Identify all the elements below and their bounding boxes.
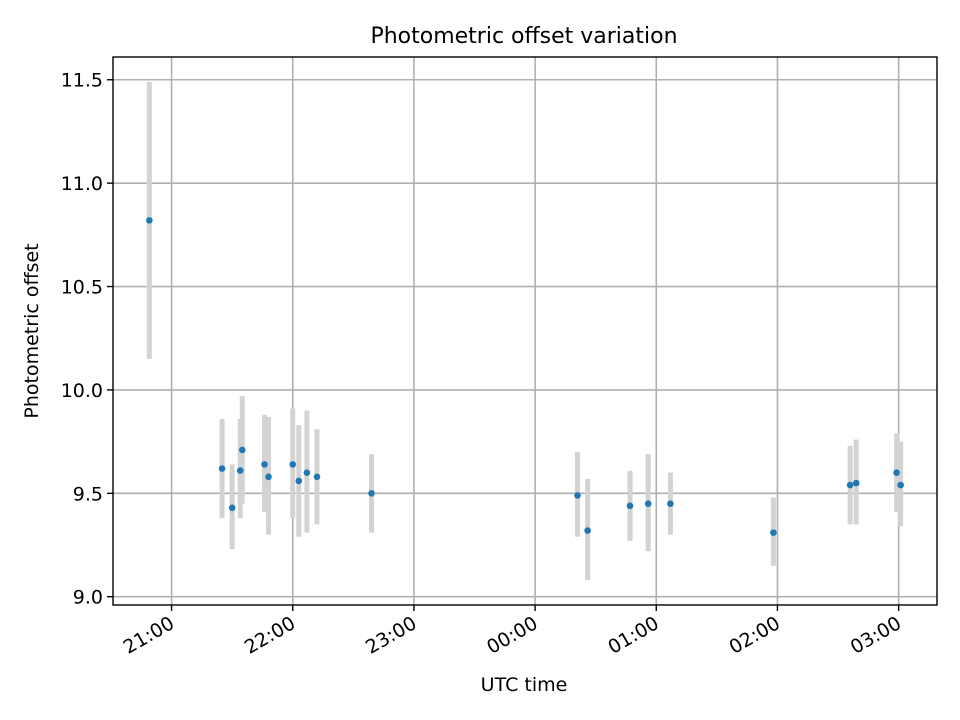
x-tick-label: 01:00 — [604, 612, 662, 658]
x-tick-label: 00:00 — [483, 612, 541, 658]
y-tick-label: 11.5 — [61, 70, 103, 92]
grid — [113, 57, 937, 605]
data-point — [667, 500, 674, 507]
x-tick-label: 22:00 — [241, 612, 299, 658]
data-points — [146, 217, 904, 536]
x-tick-label: 03:00 — [847, 612, 905, 658]
x-axis-ticks: 21:00 22:00 23:00 00:00 01:00 02:00 03:00 — [120, 605, 905, 659]
data-point — [584, 527, 591, 534]
plot-frame — [112, 56, 938, 606]
data-point — [644, 500, 652, 507]
chart-title: Photometric offset variation — [370, 24, 677, 49]
data-point — [303, 469, 311, 476]
data-point — [846, 481, 854, 489]
data-point — [368, 490, 375, 497]
data-point — [893, 469, 900, 476]
y-tick-label: 9.5 — [73, 483, 103, 505]
data-point — [228, 504, 236, 512]
y-tick-label: 11.0 — [61, 173, 103, 195]
data-point — [295, 477, 303, 485]
error-bars — [146, 81, 904, 581]
y-tick-label: 10.5 — [61, 277, 103, 299]
data-point — [236, 467, 244, 474]
y-axis-ticks: 9.0 9.5 10.0 10.5 11.0 11.5 — [61, 70, 113, 609]
data-point — [770, 529, 777, 536]
data-point — [626, 502, 634, 510]
y-tick-label: 9.0 — [73, 587, 103, 609]
data-point — [852, 479, 860, 487]
data-point — [289, 461, 297, 468]
data-point — [313, 473, 321, 481]
y-tick-label: 10.0 — [61, 380, 103, 402]
data-point — [261, 461, 268, 468]
data-point — [897, 481, 904, 489]
data-point — [146, 217, 153, 224]
data-point — [574, 492, 581, 499]
data-point — [238, 446, 246, 454]
data-point — [218, 465, 226, 472]
x-tick-label: 02:00 — [726, 612, 784, 658]
data-point — [265, 473, 272, 481]
x-tick-label: 23:00 — [362, 612, 420, 658]
x-axis-label: UTC time — [481, 674, 568, 696]
y-axis-label: Photometric offset — [21, 243, 43, 418]
x-tick-label: 21:00 — [120, 612, 178, 658]
